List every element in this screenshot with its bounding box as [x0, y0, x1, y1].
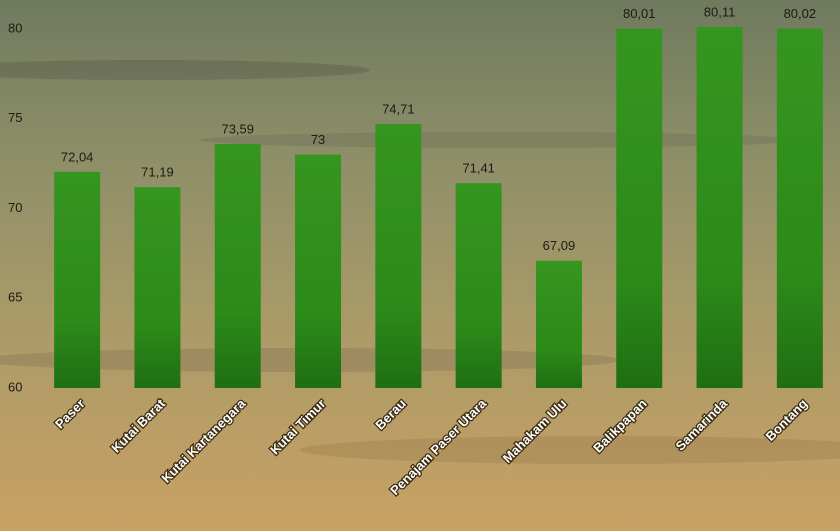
bar: [696, 26, 743, 388]
value-label: 80,02: [784, 6, 817, 21]
bar: [535, 260, 582, 388]
value-label: 80,01: [623, 6, 656, 21]
y-tick-label: 65: [8, 290, 22, 305]
bar: [134, 187, 181, 388]
value-label: 72,04: [61, 149, 94, 164]
background-wave: [300, 436, 840, 464]
value-label: 80,11: [704, 4, 736, 19]
value-label: 67,09: [543, 238, 576, 253]
background-wave: [0, 60, 370, 80]
value-label: 74,71: [382, 101, 415, 116]
y-tick-label: 75: [8, 110, 22, 125]
value-label: 73: [311, 132, 325, 147]
value-label: 71,41: [462, 161, 495, 176]
bar: [776, 28, 823, 388]
value-label: 73,59: [221, 121, 254, 136]
y-tick-label: 80: [8, 20, 22, 35]
bar: [375, 123, 422, 389]
value-label: 71,19: [141, 165, 174, 180]
y-tick-label: 70: [8, 200, 22, 215]
bar: [455, 183, 502, 388]
bar: [214, 144, 261, 388]
bar: [54, 171, 101, 388]
bar: [295, 154, 342, 388]
y-tick-label: 60: [8, 379, 22, 394]
bar: [616, 28, 663, 388]
